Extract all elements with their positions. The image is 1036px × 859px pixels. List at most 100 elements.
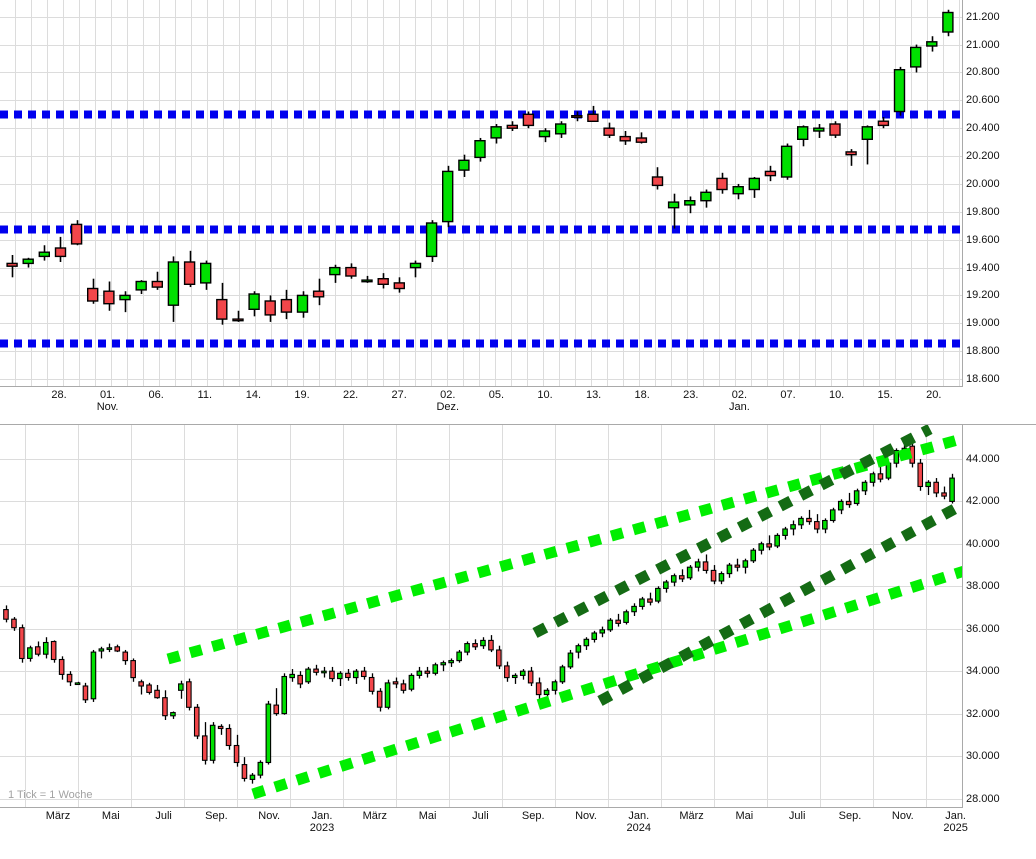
tick-interval-note: 1 Tick = 1 Woche bbox=[8, 789, 93, 801]
daily-support-resistance-lines[interactable] bbox=[0, 0, 962, 386]
x-axis-tick: 20. bbox=[926, 389, 941, 401]
daily-plot-area[interactable] bbox=[0, 0, 962, 386]
x-axis-tick: 23. bbox=[683, 389, 698, 401]
x-axis-tick: 28. bbox=[51, 389, 66, 401]
x-axis-tick-main: 02. bbox=[440, 389, 456, 401]
x-axis-tick: Sep. bbox=[205, 810, 228, 822]
x-axis-tick: 11. bbox=[198, 389, 212, 401]
x-axis-tick-main: Mai bbox=[735, 810, 754, 822]
y-axis-tick: 19.800 bbox=[966, 205, 1000, 218]
x-axis-tick-main: 19. bbox=[294, 389, 310, 401]
weekly-trend-channels[interactable] bbox=[0, 425, 962, 807]
x-axis-tick-main: 10. bbox=[537, 389, 553, 401]
x-axis-tick: Jan. 2023 bbox=[310, 810, 334, 834]
x-axis-tick: 07. bbox=[780, 389, 795, 401]
x-axis-tick-main: Jan. bbox=[628, 810, 650, 822]
x-axis-tick-main: Nov. bbox=[258, 810, 281, 822]
x-axis-tick-sub: 2023 bbox=[309, 822, 335, 834]
x-axis-tick: 19. bbox=[294, 389, 309, 401]
x-axis-tick: März bbox=[679, 810, 703, 822]
x-axis-tick-main: Sep. bbox=[205, 810, 228, 822]
y-axis-tick: 19.000 bbox=[966, 317, 1000, 330]
y-axis-tick: 38.000 bbox=[966, 580, 1000, 593]
y-axis-tick: 28.000 bbox=[966, 792, 1000, 805]
daily-gridlines bbox=[0, 0, 962, 386]
y-axis-tick: 19.600 bbox=[966, 233, 1000, 246]
x-axis-tick: 10. bbox=[829, 389, 844, 401]
weekly-chart-panel[interactable]: 44.000 42.000 40.000 38.000 36.000 34.000 32.0… bbox=[0, 424, 1036, 859]
weekly-candlestick-series[interactable] bbox=[0, 425, 962, 807]
daily-yaxis-labels: 21.200 21.000 20.800 20.600 20.400 20.200 20.0… bbox=[962, 0, 1036, 386]
x-axis-tick-main: 23. bbox=[683, 389, 699, 401]
y-axis-tick: 21.000 bbox=[966, 38, 1000, 51]
y-axis-tick: 21.200 bbox=[966, 10, 1000, 23]
x-axis-tick: 18. bbox=[635, 389, 650, 401]
x-axis-tick: Nov. bbox=[892, 810, 914, 822]
x-axis-tick-main: 15. bbox=[877, 389, 893, 401]
y-axis-tick: 20.000 bbox=[966, 177, 1000, 190]
x-axis-tick-main: Juli bbox=[788, 810, 806, 822]
y-axis-tick: 20.200 bbox=[966, 150, 1000, 163]
x-axis-tick-main: Mai bbox=[101, 810, 120, 822]
x-axis-tick-sub: 2024 bbox=[626, 822, 652, 834]
y-axis-tick: 20.800 bbox=[966, 66, 1000, 79]
y-axis-tick: 40.000 bbox=[966, 537, 1000, 550]
x-axis-tick: 05. bbox=[489, 389, 504, 401]
x-axis-tick: 22. bbox=[343, 389, 358, 401]
x-axis-tick-main: 06. bbox=[148, 389, 164, 401]
x-axis-tick: 02. Jan. bbox=[729, 389, 750, 413]
y-axis-tick: 32.000 bbox=[966, 707, 1000, 720]
y-axis-tick: 44.000 bbox=[966, 452, 1000, 465]
x-axis-tick: 02. Dez. bbox=[436, 389, 459, 413]
x-axis-tick: Mai bbox=[102, 810, 120, 822]
x-axis-tick-main: 01. bbox=[99, 389, 116, 401]
x-axis-tick-main: Nov. bbox=[891, 810, 914, 822]
y-axis-tick: 20.400 bbox=[966, 122, 1000, 135]
y-axis-tick: 19.400 bbox=[966, 261, 1000, 274]
weekly-plot-area[interactable] bbox=[0, 425, 962, 807]
x-axis-tick-main: März bbox=[45, 810, 71, 822]
x-axis-tick: Mai bbox=[419, 810, 437, 822]
x-axis-tick: Juli bbox=[155, 810, 172, 822]
x-axis-tick-main: Juli bbox=[155, 810, 172, 822]
x-axis-tick: Jan. 2025 bbox=[943, 810, 967, 834]
x-axis-tick: 13. bbox=[586, 389, 601, 401]
x-axis-tick: 14. bbox=[246, 389, 261, 401]
daily-chart-panel[interactable]: 21.200 21.000 20.800 20.600 20.400 20.200 20.0… bbox=[0, 0, 1036, 420]
weekly-xaxis-line bbox=[0, 807, 963, 808]
x-axis-tick-main: 27. bbox=[391, 389, 407, 401]
y-axis-tick: 30.000 bbox=[966, 750, 1000, 763]
x-axis-tick-main: Sep. bbox=[838, 810, 862, 822]
x-axis-tick-main: Nov. bbox=[575, 810, 597, 822]
x-axis-tick: 01. Nov. bbox=[97, 389, 119, 413]
weekly-yaxis-line bbox=[962, 425, 963, 807]
x-axis-tick: März bbox=[363, 810, 387, 822]
x-axis-tick-main: Mai bbox=[418, 810, 437, 822]
x-axis-tick-main: 05. bbox=[488, 389, 505, 401]
x-axis-tick-main: Juli bbox=[472, 810, 489, 822]
x-axis-tick-sub: Dez. bbox=[436, 401, 460, 413]
x-axis-tick-main: 28. bbox=[51, 389, 67, 401]
y-axis-tick: 34.000 bbox=[966, 665, 1000, 678]
daily-candlestick-series[interactable] bbox=[0, 0, 962, 386]
x-axis-tick-sub: Nov. bbox=[96, 401, 119, 413]
x-axis-tick-main: 11. bbox=[197, 389, 213, 401]
y-axis-tick: 20.600 bbox=[966, 94, 1000, 107]
x-axis-tick-main: 20. bbox=[926, 389, 942, 401]
x-axis-tick-main: Jan. bbox=[311, 810, 333, 822]
x-axis-tick-main: 07. bbox=[780, 389, 796, 401]
x-axis-tick-main: März bbox=[362, 810, 388, 822]
x-axis-tick-main: 18. bbox=[634, 389, 650, 401]
y-axis-tick: 36.000 bbox=[966, 622, 1000, 635]
x-axis-tick: 15. bbox=[878, 389, 893, 401]
x-axis-tick-main: 02. bbox=[731, 389, 748, 401]
x-axis-tick-main: 22. bbox=[342, 389, 359, 401]
daily-xaxis-line bbox=[0, 386, 963, 387]
daily-yaxis-line bbox=[962, 0, 963, 386]
x-axis-tick-main: 10. bbox=[828, 389, 845, 401]
x-axis-tick: Mai bbox=[736, 810, 754, 822]
x-axis-tick: Jan. 2024 bbox=[627, 810, 651, 834]
x-axis-tick: Nov. bbox=[258, 810, 280, 822]
y-axis-tick: 18.800 bbox=[966, 345, 1000, 358]
